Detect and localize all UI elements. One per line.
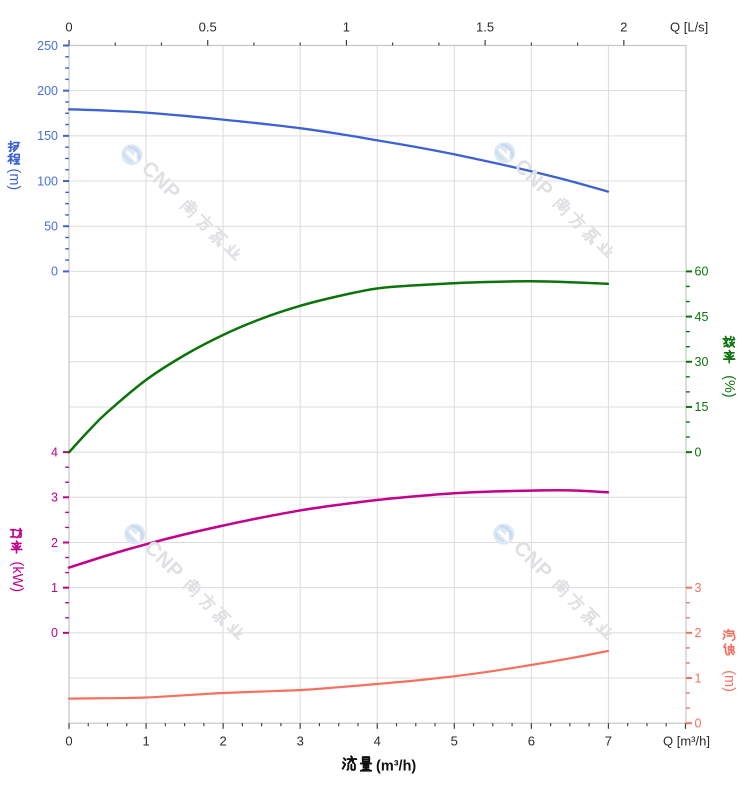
svg-text:1: 1 — [142, 734, 149, 749]
svg-text:100: 100 — [37, 174, 58, 188]
svg-text:Q [m³/h]: Q [m³/h] — [663, 734, 710, 749]
svg-text:(m³/h): (m³/h) — [376, 759, 416, 775]
svg-text:0: 0 — [51, 265, 58, 279]
svg-text:0: 0 — [65, 20, 72, 35]
svg-text:(%): (%) — [721, 375, 737, 398]
svg-text:0.5: 0.5 — [199, 20, 217, 35]
svg-text:0: 0 — [51, 626, 58, 640]
svg-text:150: 150 — [37, 129, 58, 143]
svg-text:(m): (m) — [721, 670, 737, 692]
svg-text:15: 15 — [695, 400, 709, 414]
svg-text:2: 2 — [695, 626, 702, 640]
svg-text:1: 1 — [695, 671, 702, 685]
svg-text:Q [L/s]: Q [L/s] — [670, 20, 708, 35]
svg-text:45: 45 — [695, 310, 709, 324]
svg-text:2: 2 — [51, 536, 58, 550]
svg-text:5: 5 — [451, 734, 458, 749]
svg-text:1: 1 — [51, 581, 58, 595]
svg-text:3: 3 — [51, 491, 58, 505]
svg-text:1: 1 — [343, 20, 350, 35]
svg-text:2: 2 — [219, 734, 226, 749]
svg-text:30: 30 — [695, 355, 709, 369]
svg-text:CNP: CNP — [509, 536, 557, 584]
svg-text:2: 2 — [620, 20, 627, 35]
svg-text:(m): (m) — [6, 169, 22, 191]
svg-text:1.5: 1.5 — [476, 20, 494, 35]
svg-text:0: 0 — [695, 717, 702, 731]
svg-text:4: 4 — [374, 734, 381, 749]
svg-text:200: 200 — [37, 84, 58, 98]
svg-text:0: 0 — [65, 734, 72, 749]
svg-text:50: 50 — [44, 220, 58, 234]
svg-text:60: 60 — [695, 265, 709, 279]
svg-text:250: 250 — [37, 39, 58, 53]
svg-text:0: 0 — [695, 445, 702, 459]
svg-text:4: 4 — [51, 445, 58, 459]
svg-text:CNP: CNP — [510, 155, 558, 203]
svg-text:7: 7 — [605, 734, 612, 749]
svg-text:3: 3 — [297, 734, 304, 749]
svg-text:(kW): (kW) — [9, 562, 25, 593]
svg-text:6: 6 — [528, 734, 535, 749]
svg-text:3: 3 — [695, 581, 702, 595]
